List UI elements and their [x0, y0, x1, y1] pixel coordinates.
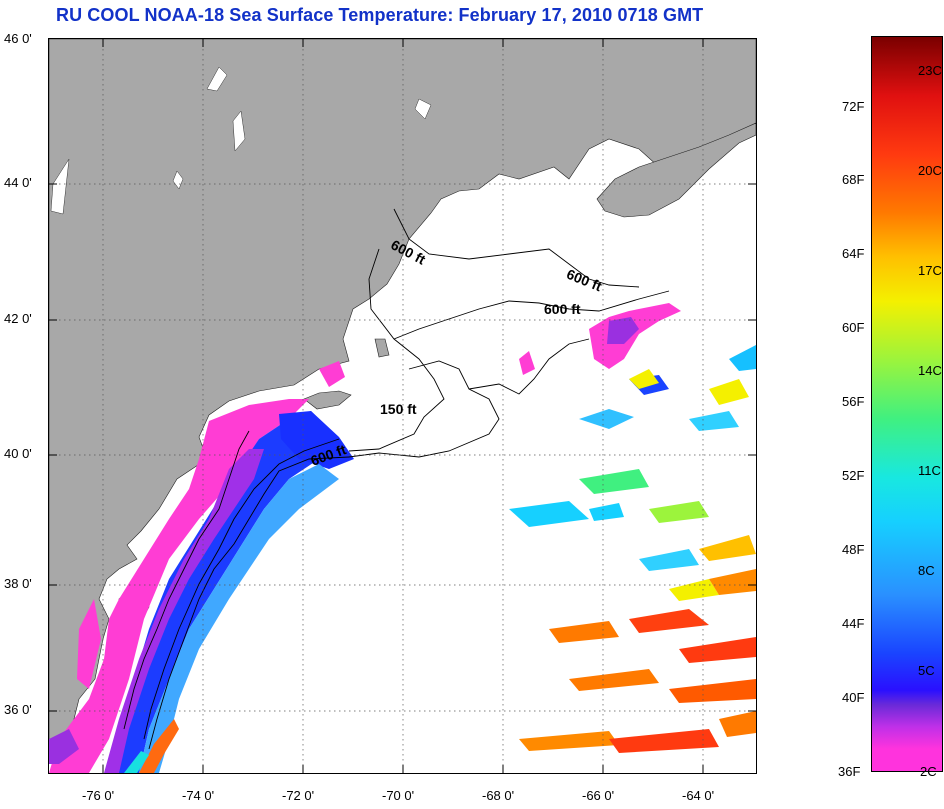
colorbar-label-60f: 60F	[842, 320, 865, 335]
colorbar-label-17c: 17C	[918, 263, 942, 278]
sst-map	[48, 38, 757, 774]
colorbar-label-64f: 64F	[842, 246, 865, 261]
colorbar-label-11c: 11C	[918, 463, 941, 478]
lon-label-66: -66 0'	[582, 788, 615, 803]
colorbar-label-8c: 8C	[918, 563, 935, 578]
colorbar-label-48f: 48F	[842, 542, 865, 557]
lon-label-74: -74 0'	[182, 788, 215, 803]
colorbar-label-40f: 40F	[842, 690, 865, 705]
contour-label-150ft: 150 ft	[380, 401, 417, 417]
lakes	[50, 66, 432, 215]
lat-label-42: 42 0'	[4, 311, 32, 326]
lon-label-72: -72 0'	[282, 788, 315, 803]
colorbar-label-36f: 36F	[838, 764, 861, 779]
lat-label-38: 38 0'	[4, 576, 32, 591]
lon-label-64: -64 0'	[682, 788, 715, 803]
lon-label-76: -76 0'	[82, 788, 115, 803]
lat-label-40: 40 0'	[4, 446, 32, 461]
colorbar-label-44f: 44F	[842, 616, 865, 631]
lat-label-46: 46 0'	[4, 31, 32, 46]
colorbar-label-52f: 52F	[842, 468, 865, 483]
temperature-colorbar	[871, 36, 943, 772]
colorbar-label-20c: 20C	[918, 163, 942, 178]
colorbar-label-72f: 72F	[842, 99, 865, 114]
colorbar-label-2c: 2C	[920, 764, 937, 779]
map-title: RU COOL NOAA-18 Sea Surface Temperature:…	[56, 5, 704, 25]
colorbar-label-5c: 5C	[918, 663, 935, 678]
depth-contours	[123, 208, 670, 750]
lat-label-44: 44 0'	[4, 175, 32, 190]
colorbar-label-14c: 14C	[918, 363, 942, 378]
lat-label-36: 36 0'	[4, 702, 32, 717]
edge-ticks	[49, 39, 756, 773]
colorbar-label-56f: 56F	[842, 394, 865, 409]
colorbar-label-23c: 23C	[918, 63, 942, 78]
lon-label-70: -70 0'	[382, 788, 415, 803]
contour-label-600ft-georges: 600 ft	[544, 301, 581, 317]
lon-label-68: -68 0'	[482, 788, 515, 803]
colorbar-label-68f: 68F	[842, 172, 865, 187]
